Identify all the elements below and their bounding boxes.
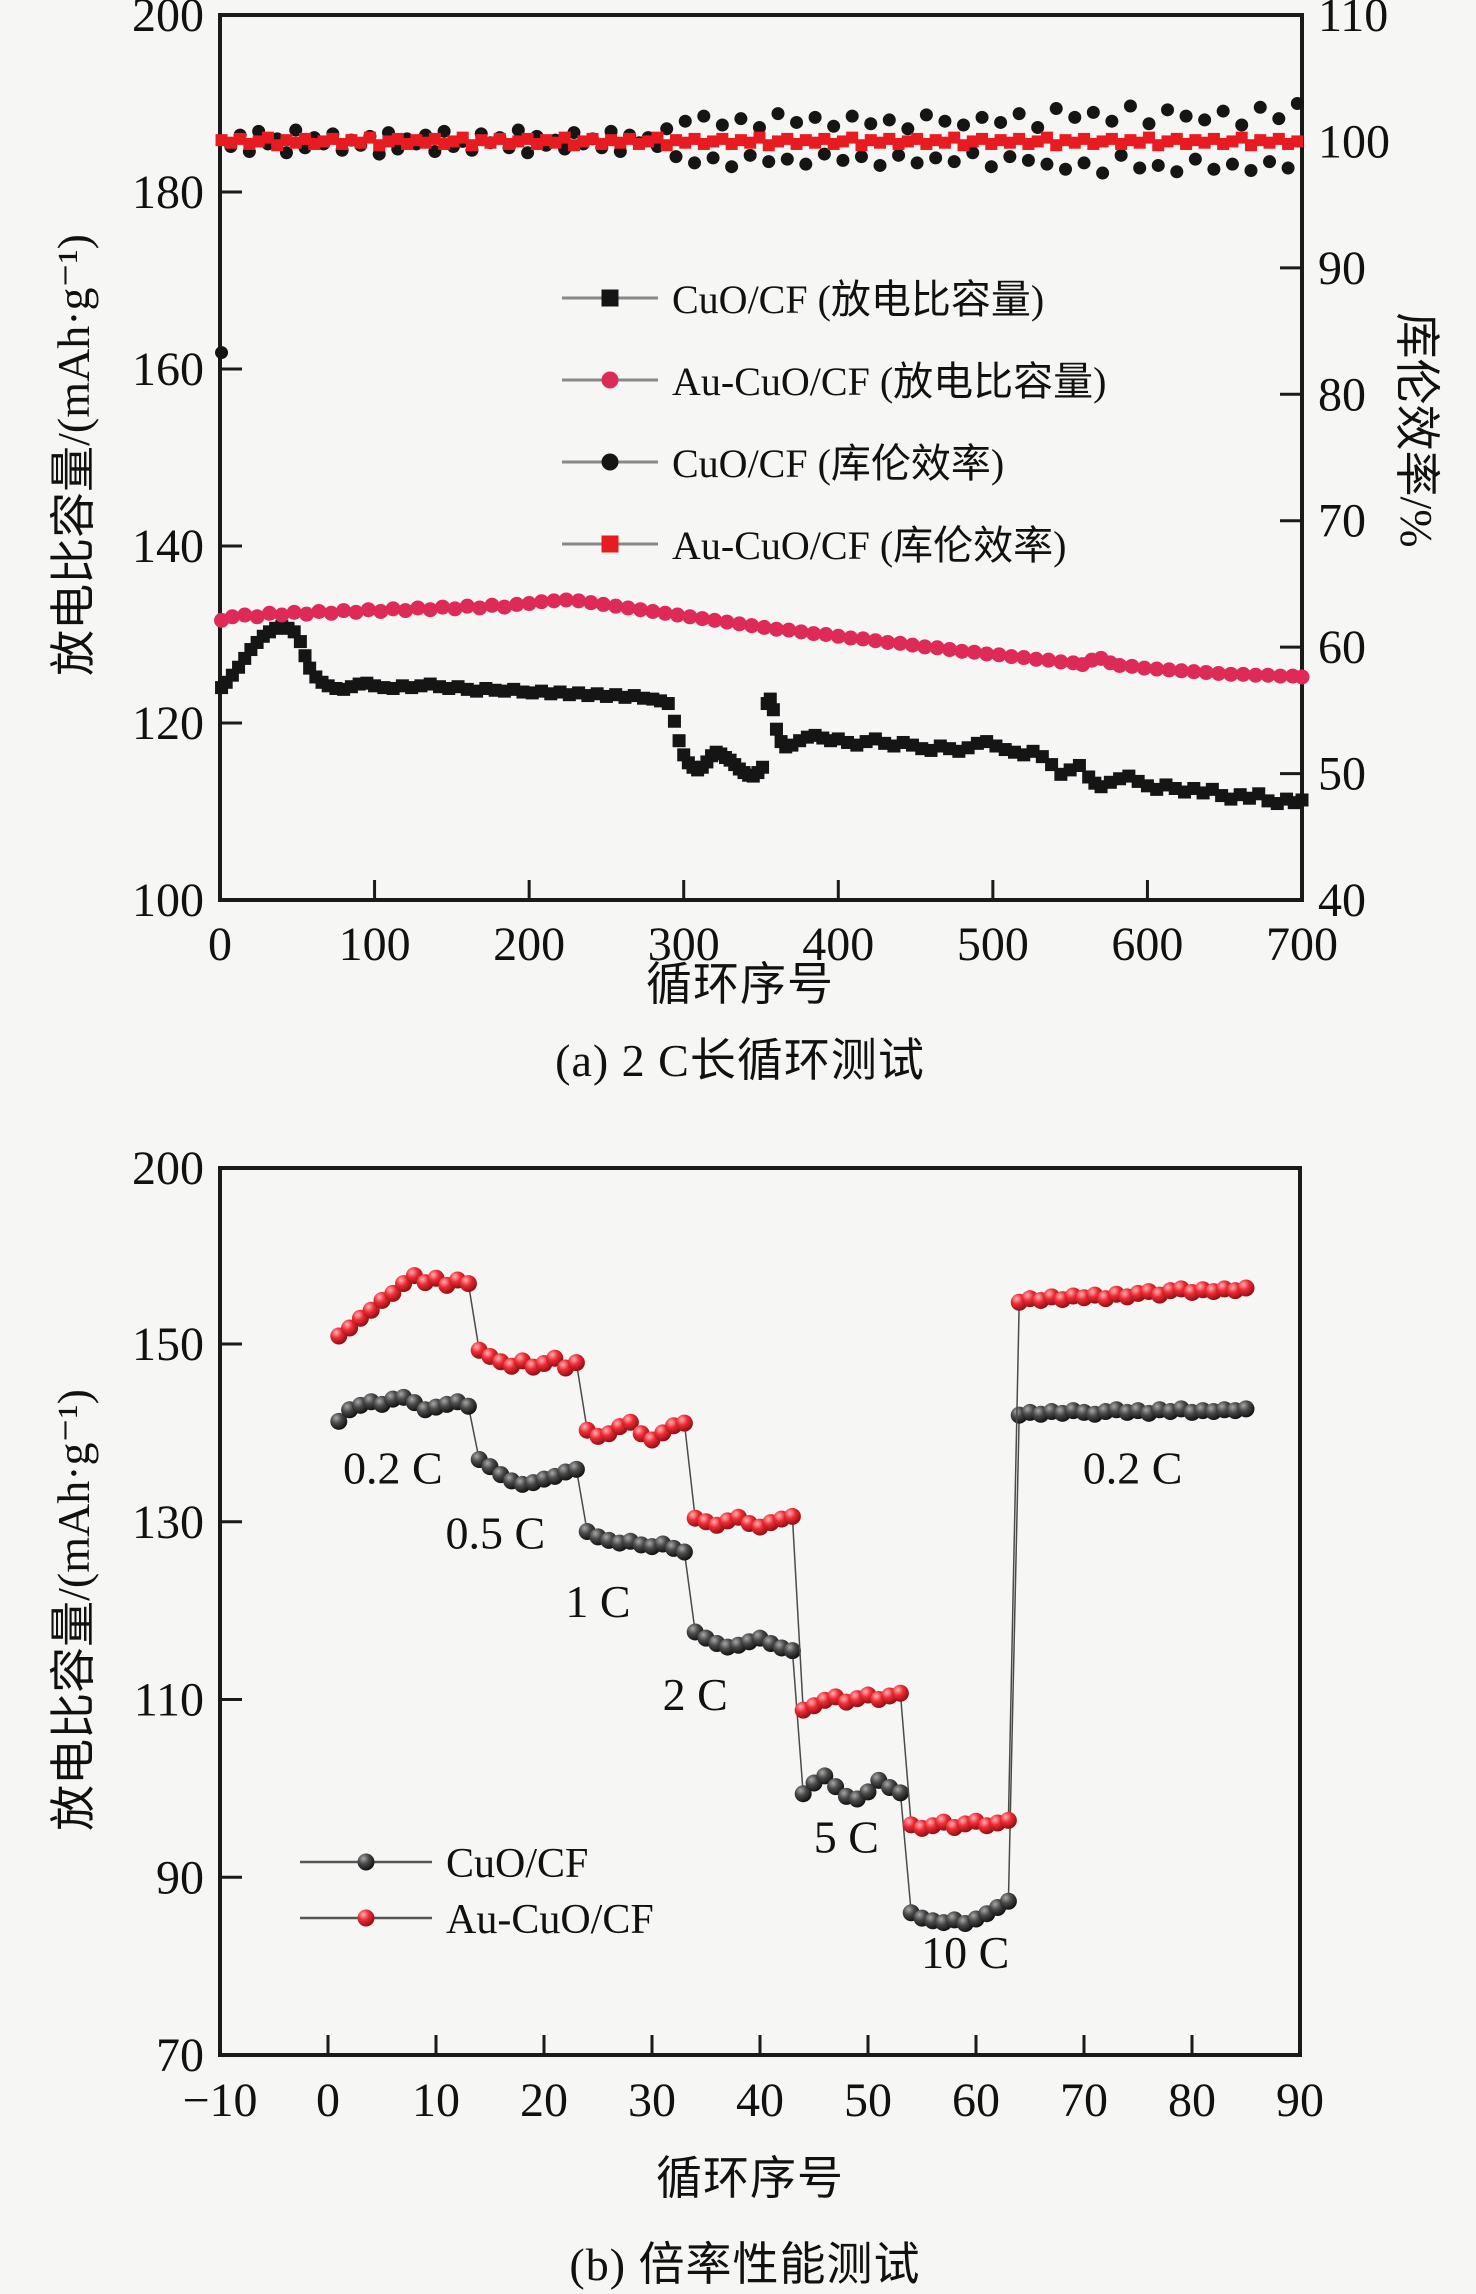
chart-a-y-left-tick-label: 180 [132, 166, 204, 219]
series-aucuocf-rate [330, 1267, 1255, 1837]
chart-a-x-tick-label: 200 [493, 918, 565, 971]
chart-b-y-tick-label: 130 [132, 1496, 204, 1549]
chart-a-frame [218, 13, 1304, 902]
chart-a-y-left-tick-label: 100 [132, 874, 204, 927]
chart-a-y-left-tick-label: 200 [132, 0, 204, 42]
chart-b-x-tick-label: −10 [182, 2074, 257, 2127]
chart-a-x-tick-label: 0 [208, 918, 232, 971]
chart-b-y-tick-label: 90 [156, 1851, 204, 1904]
chart-a-x-axis-label: 循环序号 [646, 959, 834, 1010]
chart-b-y-tick-label: 110 [134, 1674, 204, 1727]
chart-b-y-left-axis-label: 放电比容量/(mAh·g⁻¹) [48, 1389, 99, 1831]
chart-a-y-left-tick-label: 120 [132, 697, 204, 750]
chart-a: 0 100 200 300 400 500 600 700100120140160180200… [132, 0, 1390, 971]
chart-b-y-tick-label: 70 [156, 2029, 204, 2082]
series-aucuocf-capacity [214, 592, 1310, 685]
rate-label: 0.2 C [343, 1443, 443, 1494]
chart-b-y-tick-label: 150 [132, 1318, 204, 1371]
chart-b-x-tick-label: 50 [844, 2074, 892, 2127]
series-aucuocf-efficiency [215, 131, 1304, 152]
chart-a-x-tick-label: 400 [802, 918, 874, 971]
chart-b-axes: −10 0 10 20 30 40 50 60 70 80 90 70 90 110 130 150 200 [132, 1142, 1324, 2127]
chart-b-x-tick-label: 20 [520, 2074, 568, 2127]
rate-label: 10 C [921, 1927, 1009, 1978]
chart-a-y-right-tick-label: 70 [1318, 495, 1366, 548]
chart-b-caption: (b) 倍率性能测试 [569, 2239, 921, 2290]
chart-b-y-tick-label: 200 [132, 1142, 204, 1195]
chart-a-x-tick-label: 300 [648, 918, 720, 971]
chart-a-y-right-tick-label: 60 [1318, 621, 1366, 674]
rate-label: 5 C [814, 1811, 879, 1862]
chart-b-x-tick-label: 60 [952, 2074, 1000, 2127]
chart-a-x-tick-label: 600 [1111, 918, 1183, 971]
chart-a-legend-label: CuO/CF (放电比容量) [672, 277, 1044, 322]
chart-a-y-left-tick-label: 160 [132, 343, 204, 396]
chart-a-y-right-tick-label: 40 [1318, 874, 1366, 927]
chart-a-y-right-tick-label: 80 [1318, 368, 1366, 421]
chart-b-x-tick-label: 30 [628, 2074, 676, 2127]
chart-a-y-left-axis-label: 放电比容量/(mAh·g⁻¹) [48, 234, 99, 676]
chart-b-legend: CuO/CF Au-CuO/CF [300, 1841, 654, 1943]
series-cuocf-rate [330, 1388, 1255, 1932]
series-cuocf-capacity [215, 620, 1309, 811]
chart-b-x-tick-label: 90 [1276, 2074, 1324, 2127]
chart-b-x-tick-label: 80 [1168, 2074, 1216, 2127]
chart-a-axes: 0 100 200 300 400 500 600 700100120140160180200… [132, 0, 1390, 971]
chart-a-y-left-tick-label: 140 [132, 520, 204, 573]
rate-label: 0.2 C [1083, 1443, 1183, 1494]
chart-b-x-axis-label: 循环序号 [656, 2153, 844, 2204]
chart-a-legend-label: Au-CuO/CF (库伦效率) [672, 523, 1066, 568]
chart-b-x-tick-label: 0 [316, 2074, 340, 2127]
rate-label: 2 C [663, 1669, 728, 1720]
chart-b-x-tick-label: 10 [412, 2074, 460, 2127]
chart-a-legend: CuO/CF (放电比容量) Au-CuO/CF (放电比容量) CuO/CF (库… [562, 277, 1106, 568]
chart-a-legend-label: Au-CuO/CF (放电比容量) [672, 359, 1106, 404]
chart-a-y-right-tick-label: 50 [1318, 748, 1366, 801]
chart-a-y-right-axis-label: 库伦效率/% [1391, 312, 1442, 548]
chart-a-legend-label: CuO/CF (库伦效率) [672, 441, 1004, 486]
chart-a-x-tick-label: 500 [957, 918, 1029, 971]
chart-b: −10 0 10 20 30 40 50 60 70 80 90 70 90 110 130 150 200 0.… [132, 1142, 1324, 2127]
chart-b-rate-annotations: 0.2 C0.5 C1 C2 C5 C10 C0.2 C [343, 1443, 1182, 1978]
rate-label: 1 C [565, 1576, 630, 1627]
chart-b-legend-label: CuO/CF [446, 1841, 588, 1887]
chart-b-x-tick-label: 40 [736, 2074, 784, 2127]
chart-a-y-right-tick-label: 100 [1318, 115, 1390, 168]
chart-a-x-tick-label: 700 [1266, 918, 1338, 971]
chart-b-x-tick-label: 70 [1060, 2074, 1108, 2127]
rate-label: 0.5 C [446, 1507, 546, 1558]
chart-a-x-tick-label: 100 [339, 918, 411, 971]
chart-a-caption: (a) 2 C长循环测试 [555, 1035, 925, 1086]
chart-a-y-right-tick-label: 90 [1318, 242, 1366, 295]
chart-a-y-right-tick-label: 110 [1318, 0, 1388, 42]
chart-b-legend-label: Au-CuO/CF [446, 1897, 654, 1943]
